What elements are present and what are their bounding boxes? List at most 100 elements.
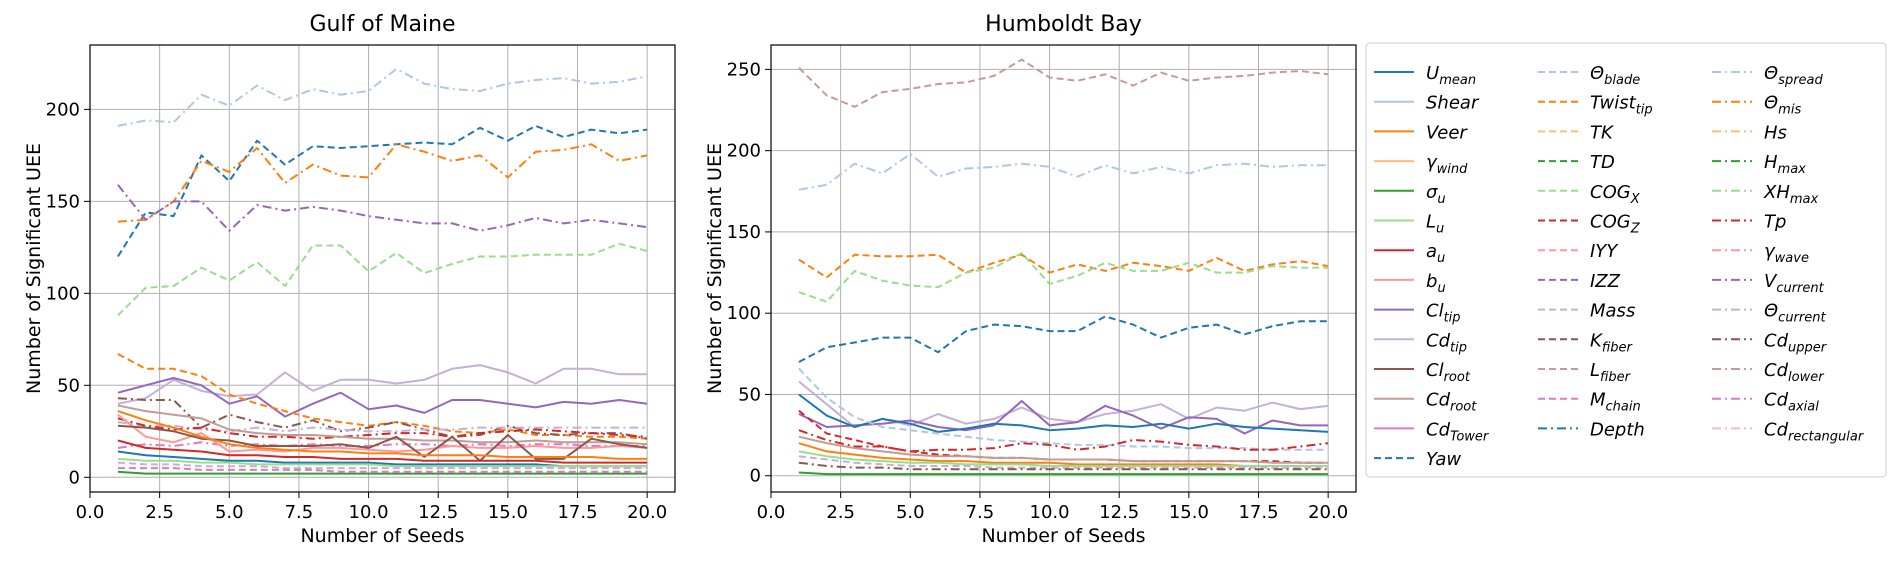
legend-label: γwind (1426, 152, 1468, 177)
legend-label: au (1426, 241, 1445, 266)
series-line-Umean (798, 393, 1329, 433)
series-line-Mass (117, 461, 648, 470)
x-tick-label: 17.5 (557, 502, 597, 523)
series-line-Θcurrent (117, 421, 648, 433)
x-tick-label: 20.0 (1308, 502, 1348, 523)
legend-label: Cdroot (1426, 390, 1477, 415)
legend-label: Lu (1426, 212, 1444, 237)
legend-label: Mchain (1590, 390, 1641, 415)
series-line-Cdroot (117, 404, 648, 446)
series-line-Vcurrent (117, 184, 648, 232)
legend-label: IYY (1590, 241, 1619, 262)
x-tick-label: 7.5 (966, 502, 995, 523)
x-tick-label: 20.0 (627, 502, 667, 523)
legend-label: Shear (1426, 93, 1480, 114)
series-line-Mchain (117, 467, 648, 473)
y-tick-label: 200 (46, 99, 80, 120)
x-tick-label: 2.5 (145, 502, 174, 523)
plot-frame (89, 44, 676, 493)
series-line-Θspread (798, 152, 1329, 191)
legend-label: Depth (1590, 419, 1645, 440)
series-line-Tp (798, 429, 1329, 453)
y-tick-label: 200 (727, 141, 761, 162)
series-line-COGX (798, 252, 1329, 303)
legend-label: γwave (1764, 241, 1809, 266)
legend-label: XHmax (1763, 182, 1819, 207)
series-line-Cdaxial (117, 441, 648, 449)
series-line-Lu (798, 450, 1329, 467)
legend-label: Clroot (1426, 360, 1471, 385)
legend-label: Lfiber (1590, 360, 1632, 385)
x-tick-label: 5.0 (215, 502, 244, 523)
series-line-Twisttip (117, 353, 648, 440)
legend-label: Θblade (1590, 63, 1640, 88)
chart-panel-1: 0.0 2.5 5.0 7.5 10.0 12.5 15.0 17.5 20.0 0 50 100 15… (23, 12, 676, 547)
y-axis-label: Number of Significant UEE (23, 143, 45, 394)
y-tick-label: 150 (727, 222, 761, 243)
legend-label: Cdtip (1426, 330, 1467, 355)
x-tick-label: 10.0 (349, 502, 389, 523)
y-tick-label: 50 (738, 384, 761, 405)
chart-panel-2: 0.0 2.5 5.0 7.5 10.0 12.5 15.0 17.5 20.0 0 50 100 15… (704, 12, 1357, 547)
series-line-Veer (117, 410, 648, 460)
legend-label: TK (1590, 122, 1614, 143)
legend-label: Cdupper (1764, 330, 1828, 355)
legend-label: Θmis (1764, 93, 1801, 118)
series-line-Θblade (798, 367, 1329, 451)
y-tick-label: 0 (750, 466, 761, 487)
legend-label: Θcurrent (1764, 301, 1826, 326)
legend-label: Hmax (1764, 152, 1806, 177)
legend: Umean Shear Veer γwind σu Lu au bu Cltip Cdtip Clr… (1365, 42, 1887, 478)
series-line-Cltip (117, 377, 648, 418)
legend-label: Umean (1426, 63, 1476, 88)
legend-label: Cdaxial (1764, 390, 1819, 415)
x-tick-label: 17.5 (1238, 502, 1278, 523)
series-line-Lu (117, 457, 648, 468)
panel-title: Humboldt Bay (985, 12, 1142, 37)
legend-label: Veer (1426, 122, 1468, 143)
legend-label: Vcurrent (1764, 271, 1825, 296)
legend-label: TD (1590, 152, 1615, 173)
y-axis-label: Number of Significant UEE (704, 143, 726, 394)
x-tick-label: 0.0 (76, 502, 105, 523)
legend-label: CdTower (1426, 419, 1490, 444)
legend-label: Cdlower (1764, 360, 1825, 385)
series-line-COGX (117, 242, 648, 317)
series-line-Cdroot (798, 435, 1329, 464)
series-line-Lfiber (798, 58, 1329, 108)
x-tick-label: 15.0 (1169, 502, 1209, 523)
series-line-Cdtip (117, 364, 648, 405)
x-tick-label: 0.0 (757, 502, 786, 523)
x-tick-label: 2.5 (826, 502, 855, 523)
legend-label: IZZ (1590, 271, 1621, 292)
x-axis-label: Number of Seeds (300, 525, 464, 547)
y-tick-label: 0 (69, 467, 80, 488)
legend-label: Mass (1590, 301, 1635, 322)
series-line-au (117, 439, 648, 464)
legend-label: COGZ (1590, 212, 1641, 237)
legend-label: bu (1426, 271, 1446, 296)
series-line-Tp (117, 417, 648, 440)
plot-frame (770, 44, 1357, 493)
series-line-Θspread (117, 67, 648, 127)
y-tick-label: 50 (57, 375, 80, 396)
legend-label: Cltip (1426, 301, 1461, 326)
x-tick-label: 12.5 (1099, 502, 1139, 523)
series-line-Cltip (798, 400, 1329, 435)
series-line-Yaw (798, 315, 1329, 363)
y-tick-label: 150 (46, 191, 80, 212)
legend-frame (1365, 42, 1887, 478)
series-line-Mass (798, 455, 1329, 469)
legend-label: Θspread (1764, 63, 1824, 88)
legend-label: Tp (1764, 212, 1786, 233)
y-tick-label: 100 (46, 283, 80, 304)
legend-label: Yaw (1426, 449, 1461, 470)
series-line-Yaw (117, 124, 648, 258)
x-tick-label: 5.0 (896, 502, 925, 523)
legend-label: Cdrectangular (1764, 419, 1865, 444)
y-tick-label: 100 (727, 303, 761, 324)
legend-label: COGX (1590, 182, 1641, 207)
series-line-Cdupper (117, 397, 648, 440)
